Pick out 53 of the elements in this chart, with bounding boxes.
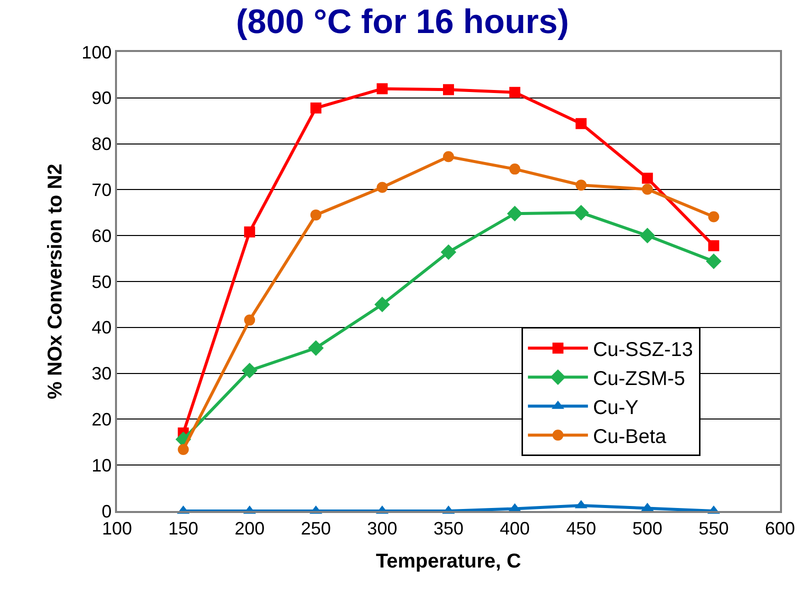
- point: [576, 118, 587, 130]
- x-tick-label: 250: [300, 518, 331, 538]
- point: [640, 228, 656, 244]
- y-tick-label: 80: [92, 134, 112, 154]
- legend-label: Cu-ZSM-5: [592, 368, 686, 390]
- y-tick-label: 70: [92, 180, 112, 200]
- point: [242, 362, 258, 378]
- x-axis-title: Temperature, C: [376, 550, 522, 572]
- point: [310, 102, 322, 114]
- chart-title: (800 °C for 16 hours): [236, 2, 569, 41]
- point: [642, 172, 653, 184]
- point: [576, 180, 587, 191]
- y-tick-label: 20: [92, 410, 112, 430]
- x-tick-label: 400: [500, 518, 530, 538]
- point: [178, 444, 189, 455]
- point: [706, 254, 722, 270]
- point: [376, 182, 388, 193]
- point: [310, 209, 322, 220]
- legend-label: Cu-Beta: [592, 426, 668, 448]
- point: [244, 226, 256, 238]
- y-tick-label: 60: [92, 226, 112, 246]
- x-tick-label: 300: [367, 518, 398, 538]
- point: [642, 184, 653, 195]
- point: [374, 296, 390, 312]
- point: [509, 86, 520, 98]
- y-tick-label: 40: [92, 318, 112, 338]
- x-tick-label: 200: [234, 518, 265, 538]
- y-axis-title: % NOx Conversion to N2: [44, 164, 67, 400]
- point: [708, 240, 720, 252]
- point: [376, 83, 388, 94]
- y-tick-label: 50: [92, 272, 112, 292]
- point: [443, 84, 454, 96]
- point: [573, 204, 589, 220]
- y-tick-label: 0: [102, 501, 112, 522]
- legend-label: Cu-SSZ-13: [592, 338, 693, 361]
- y-tick-label: 10: [92, 455, 112, 476]
- point: [308, 340, 324, 356]
- y-tick-label: 30: [92, 364, 112, 384]
- point: [507, 206, 523, 222]
- point: [244, 314, 256, 326]
- legend-label: Cu-Y: [592, 396, 639, 419]
- x-tick-label: 600: [764, 518, 796, 538]
- x-tick-label: 550: [698, 518, 729, 538]
- y-tick-label: 100: [82, 42, 112, 62]
- point: [509, 164, 520, 175]
- point: [443, 151, 454, 162]
- x-tick-label: 350: [433, 518, 464, 538]
- point: [708, 211, 720, 222]
- x-tick-label: 500: [632, 518, 662, 538]
- x-tick-label: 450: [566, 518, 596, 538]
- y-tick-label: 90: [92, 88, 112, 108]
- point: [440, 244, 456, 260]
- x-tick-label: 150: [168, 518, 198, 538]
